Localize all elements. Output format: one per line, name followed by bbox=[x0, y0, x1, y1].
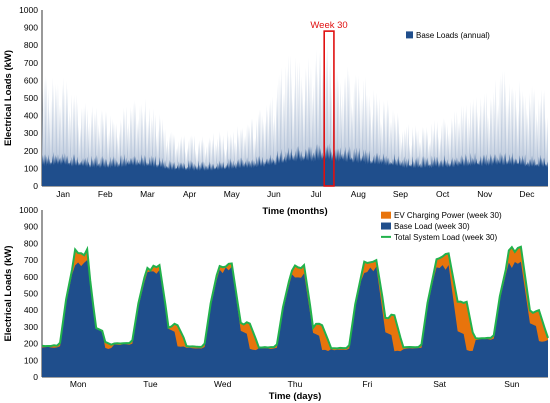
legend-label-base-loads-annual: Base Loads (annual) bbox=[416, 31, 490, 40]
c2-y-tick-500: 500 bbox=[24, 289, 38, 299]
y-tick-labels: 0 100 200 300 400 500 600 700 800 900 1000 bbox=[19, 205, 38, 382]
annual-load-chart: 0 100 200 300 400 500 600 700 800 900 1000 Jan Feb M… bbox=[3, 5, 548, 217]
c2-y-tick-100: 100 bbox=[24, 355, 38, 365]
c1-x-tick-feb: Feb bbox=[98, 189, 113, 199]
y-tick-labels: 0 100 200 300 400 500 600 700 800 900 1000 bbox=[19, 5, 38, 191]
c2-y-tick-0: 0 bbox=[33, 372, 38, 382]
legend-label-ev-charging: EV Charging Power (week 30) bbox=[394, 211, 502, 220]
c1-y-tick-600: 600 bbox=[24, 75, 38, 85]
c2-y-tick-800: 800 bbox=[24, 238, 38, 248]
legend: EV Charging Power (week 30) Base Load (w… bbox=[381, 211, 502, 242]
c1-x-tick-nov: Nov bbox=[477, 189, 493, 199]
c1-x-tick-aug: Aug bbox=[351, 189, 366, 199]
c1-x-tick-apr: Apr bbox=[183, 189, 196, 199]
legend: Base Loads (annual) bbox=[406, 31, 490, 40]
week-30-highlight-box bbox=[323, 30, 335, 187]
c1-y-tick-200: 200 bbox=[24, 146, 38, 156]
c1-y-tick-1000: 1000 bbox=[19, 5, 38, 15]
c1-y-tick-100: 100 bbox=[24, 163, 38, 173]
c1-x-tick-oct: Oct bbox=[436, 189, 450, 199]
y-axis-label: Electrical Loads (kW) bbox=[3, 50, 14, 146]
c2-x-tick-wed: Wed bbox=[214, 379, 232, 389]
week-30-load-chart: 0 100 200 300 400 500 600 700 800 900 1000 Mon Tue W… bbox=[3, 205, 549, 402]
c2-x-tick-tue: Tue bbox=[143, 379, 158, 389]
legend-label-base-load: Base Load (week 30) bbox=[394, 222, 470, 231]
c2-x-tick-sun: Sun bbox=[504, 379, 519, 389]
c2-y-tick-200: 200 bbox=[24, 339, 38, 349]
c2-y-tick-600: 600 bbox=[24, 272, 38, 282]
legend-label-total-system-load: Total System Load (week 30) bbox=[394, 233, 497, 242]
c2-y-tick-700: 700 bbox=[24, 255, 38, 265]
c1-y-tick-300: 300 bbox=[24, 128, 38, 138]
c1-x-tick-jul: Jul bbox=[311, 189, 322, 199]
c2-x-tick-fri: Fri bbox=[362, 379, 372, 389]
c1-x-tick-may: May bbox=[224, 189, 241, 199]
week-30-annotation: Week 30 bbox=[310, 20, 347, 31]
c2-y-tick-1000: 1000 bbox=[19, 205, 38, 215]
legend-swatch-base-loads-annual bbox=[406, 31, 413, 39]
c1-y-tick-0: 0 bbox=[33, 181, 38, 191]
legend-swatch-base-load bbox=[381, 222, 391, 230]
legend-swatch-ev-charging bbox=[381, 211, 391, 219]
c1-y-tick-400: 400 bbox=[24, 111, 38, 121]
y-axis-label: Electrical Loads (kW) bbox=[3, 245, 14, 341]
c1-x-tick-sep: Sep bbox=[393, 189, 408, 199]
c1-x-tick-jun: Jun bbox=[267, 189, 281, 199]
c2-x-tick-thu: Thu bbox=[288, 379, 303, 389]
c2-x-tick-sat: Sat bbox=[433, 379, 446, 389]
c2-y-tick-900: 900 bbox=[24, 222, 38, 232]
c1-y-tick-500: 500 bbox=[24, 93, 38, 103]
base-load-area bbox=[42, 260, 548, 377]
c1-y-tick-800: 800 bbox=[24, 40, 38, 50]
x-tick-labels: Jan Feb Mar Apr May Jun Jul Aug Sep Oct Nov Dec bbox=[56, 189, 535, 199]
c2-y-tick-300: 300 bbox=[24, 322, 38, 332]
annual-base-load-area bbox=[42, 142, 548, 186]
c2-x-tick-mon: Mon bbox=[70, 379, 87, 389]
x-axis-label: Time (days) bbox=[269, 391, 322, 402]
c1-x-tick-dec: Dec bbox=[519, 189, 535, 199]
c1-y-tick-700: 700 bbox=[24, 58, 38, 68]
c1-x-tick-mar: Mar bbox=[140, 189, 155, 199]
x-axis-label: Time (months) bbox=[262, 206, 327, 217]
x-tick-labels: Mon Tue Wed Thu Fri Sat Sun bbox=[70, 379, 520, 389]
c2-y-tick-400: 400 bbox=[24, 305, 38, 315]
c1-x-tick-jan: Jan bbox=[56, 189, 70, 199]
c1-y-tick-900: 900 bbox=[24, 23, 38, 33]
total-system-load-line bbox=[41, 245, 549, 350]
